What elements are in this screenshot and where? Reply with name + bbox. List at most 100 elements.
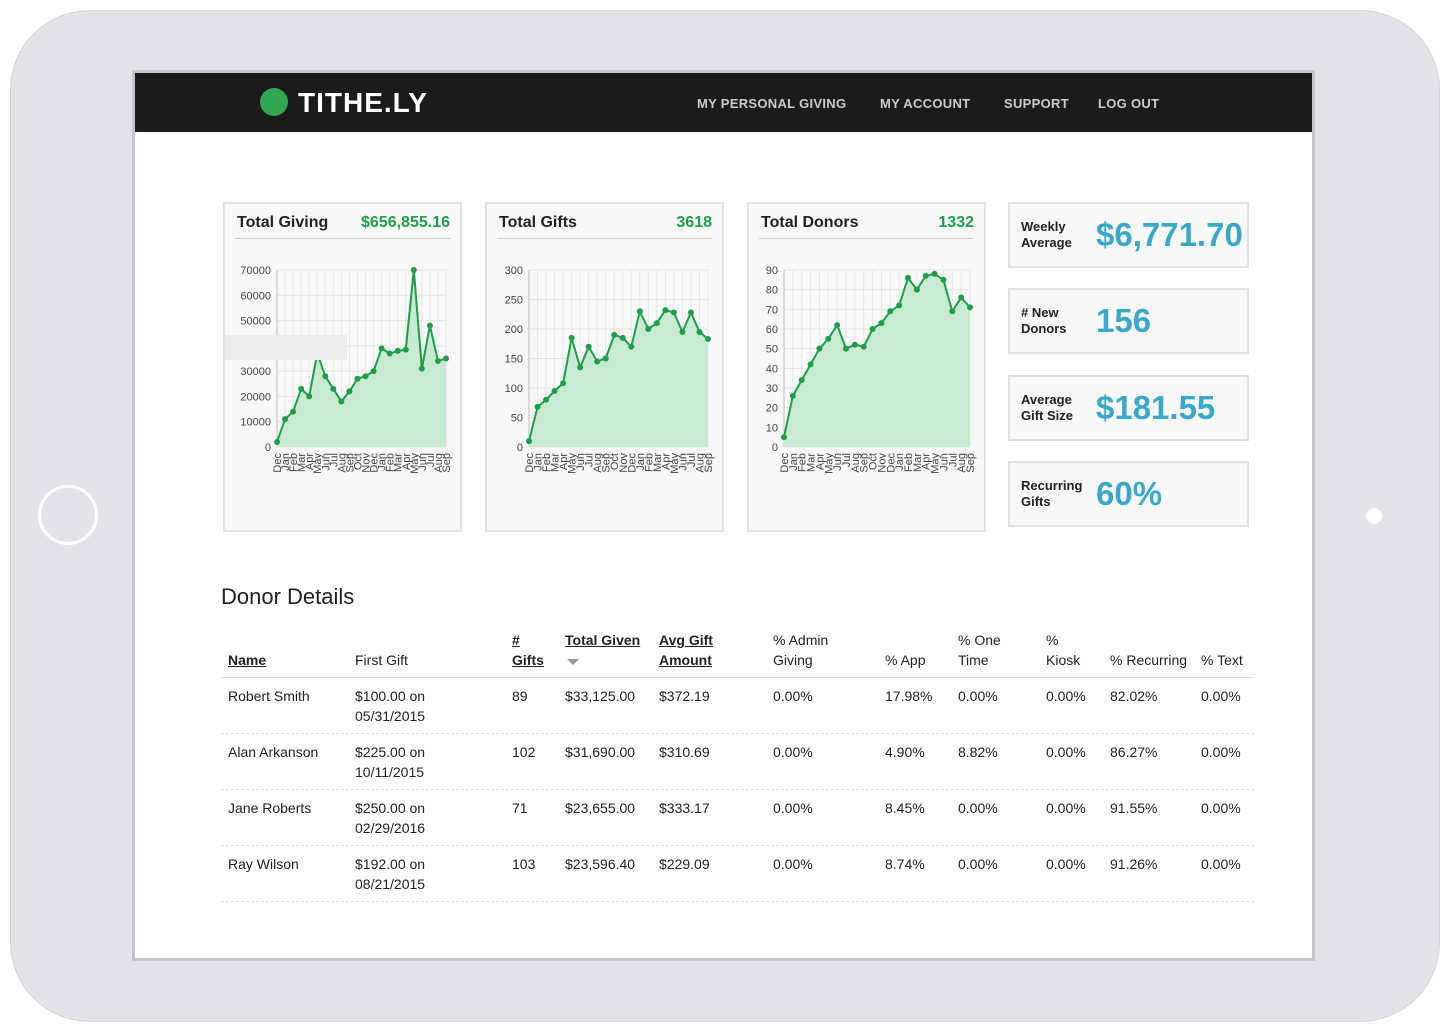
- point: [330, 385, 337, 392]
- line: [783, 272, 971, 438]
- point: [670, 309, 677, 316]
- cell: $23,655.00: [565, 800, 636, 816]
- cell: 0.00%: [773, 744, 813, 760]
- point: [418, 365, 425, 372]
- x-tick-label: May: [669, 453, 681, 474]
- point: [949, 308, 956, 315]
- x-tick-label: Sep: [601, 453, 613, 473]
- point: [896, 302, 903, 309]
- x-tick-label: Oct: [609, 453, 621, 470]
- stat-label: Weekly Average: [1021, 219, 1072, 250]
- x-tick-label: Feb: [903, 453, 915, 472]
- column-header[interactable]: Name: [228, 630, 338, 670]
- logo[interactable]: TITHE.LY: [298, 87, 428, 118]
- cell: 8.82%: [958, 744, 998, 760]
- x-tick-label: Jul: [584, 453, 596, 467]
- point: [434, 358, 441, 365]
- cell: $333.17: [659, 800, 710, 816]
- point: [619, 334, 626, 341]
- y-tick-label: 70000: [240, 265, 271, 277]
- x-tick-label: Mar: [806, 453, 818, 472]
- nav-link[interactable]: LOG OUT: [1098, 96, 1160, 111]
- y-tick-label: 80: [766, 285, 778, 297]
- point: [662, 307, 669, 314]
- point: [679, 328, 686, 335]
- row-rule: [221, 845, 1254, 846]
- x-tick-label: Sep: [344, 453, 356, 473]
- header-text: % One Time: [958, 632, 1001, 668]
- y-tick-label: 30: [766, 383, 778, 395]
- x-tick-label: Mar: [652, 453, 664, 472]
- point: [636, 308, 643, 315]
- cell: 91.55%: [1110, 800, 1158, 816]
- nav-link[interactable]: MY PERSONAL GIVING: [697, 96, 847, 111]
- x-tick-label: Jun: [832, 453, 844, 471]
- divider: [759, 238, 974, 239]
- x-tick-label: Dec: [885, 453, 897, 473]
- x-tick-label: Aug: [433, 453, 445, 473]
- header-text[interactable]: # Gifts: [512, 632, 544, 668]
- cell: 0.00%: [1201, 744, 1241, 760]
- point: [878, 320, 885, 327]
- x-tick-label: Jun: [575, 453, 587, 471]
- point: [807, 361, 814, 368]
- x-tick-label: Sep: [441, 453, 453, 473]
- divider: [497, 238, 712, 239]
- stat-value: $181.55: [1096, 389, 1216, 426]
- point: [298, 385, 305, 392]
- stat-card: Average Gift Size $181.55: [1008, 375, 1249, 441]
- point: [322, 373, 329, 380]
- x-tick-label: Jan: [788, 453, 800, 471]
- point: [860, 343, 867, 350]
- stat-card: Recurring Gifts 60%: [1008, 461, 1249, 527]
- x-tick-label: Aug: [336, 453, 348, 473]
- x-tick-label: Mar: [393, 453, 405, 472]
- header-text: % Kiosk: [1046, 632, 1081, 668]
- y-tick-label: 30000: [240, 366, 271, 378]
- point: [967, 304, 973, 311]
- column-header[interactable]: # Gifts: [512, 630, 552, 670]
- x-tick-label: Jan: [533, 453, 545, 471]
- point: [789, 392, 796, 399]
- nav-link[interactable]: MY ACCOUNT: [880, 96, 971, 111]
- chart-title: Total Donors: [761, 214, 859, 231]
- x-tick-label: Jul: [686, 453, 698, 467]
- point: [887, 308, 894, 315]
- point: [394, 347, 401, 354]
- header-text[interactable]: Avg Gift Amount: [659, 632, 713, 668]
- y-tick-label: 10: [766, 422, 778, 434]
- cell: 0.00%: [1046, 856, 1086, 872]
- header-text: % Recurring: [1110, 652, 1188, 668]
- cell: $225.00 on 10/11/2015: [355, 744, 426, 780]
- stat-label: # New Donors: [1021, 305, 1067, 336]
- area: [277, 270, 446, 447]
- x-tick-label: Jun: [417, 453, 429, 471]
- point: [594, 358, 601, 365]
- header-text[interactable]: Total Given: [565, 632, 641, 648]
- x-tick-label: Aug: [694, 453, 706, 473]
- point: [354, 375, 361, 382]
- point: [370, 368, 377, 375]
- cell: $100.00 on 05/31/2015: [355, 688, 426, 724]
- x-tick-label: Nov: [876, 453, 888, 473]
- nav-link[interactable]: SUPPORT: [1004, 96, 1069, 111]
- stat-label: Recurring Gifts: [1021, 478, 1083, 509]
- x-tick-label: Feb: [643, 453, 655, 472]
- column-header[interactable]: Total Given: [565, 630, 655, 670]
- point: [611, 331, 618, 338]
- column-header[interactable]: Avg Gift Amount: [659, 630, 729, 670]
- y-tick-label: 50: [511, 413, 523, 425]
- point: [781, 434, 787, 441]
- point: [628, 343, 635, 350]
- point: [905, 274, 911, 281]
- y-tick-label: 150: [505, 354, 523, 366]
- header-text[interactable]: Name: [228, 652, 267, 668]
- x-tick-label: Jun: [677, 453, 689, 471]
- header-text: % Text: [1201, 652, 1243, 668]
- y-tick-label: 20: [766, 403, 778, 415]
- point: [696, 328, 703, 335]
- point: [543, 396, 550, 403]
- point: [825, 335, 832, 342]
- x-tick-label: Aug: [850, 453, 862, 473]
